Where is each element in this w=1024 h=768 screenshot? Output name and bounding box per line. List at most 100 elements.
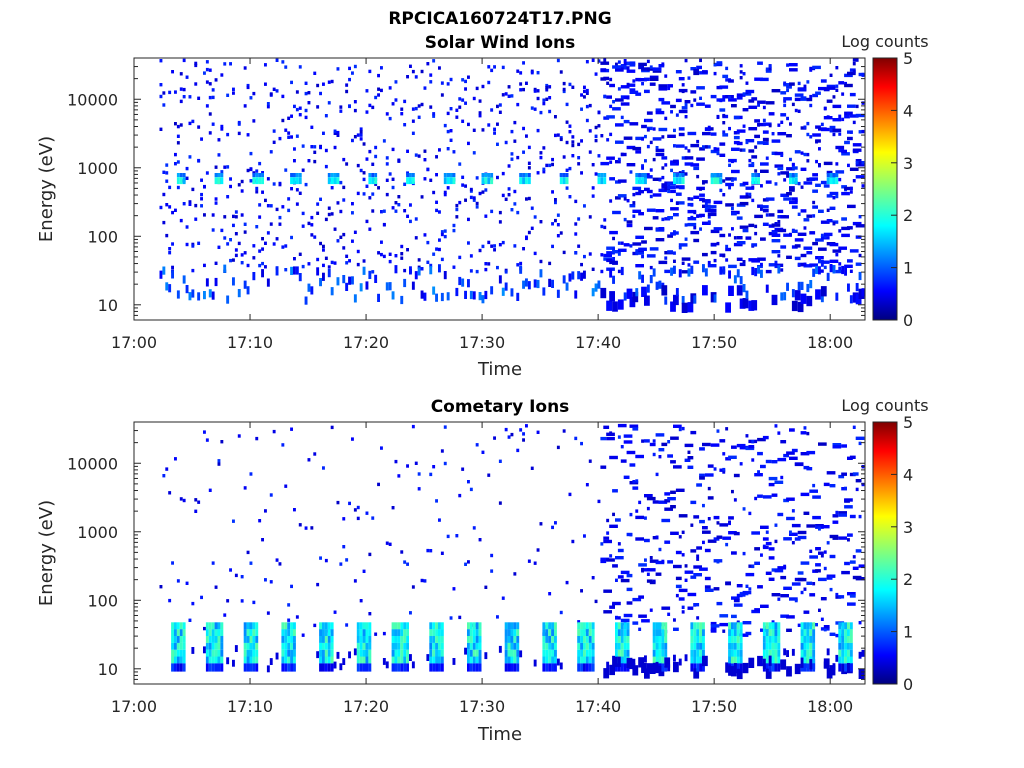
heatmap-cell — [452, 177, 456, 185]
heatmap-cell — [849, 560, 856, 564]
heatmap-cell — [855, 549, 862, 553]
heatmap-cell — [670, 301, 676, 312]
heatmap-cell — [179, 663, 183, 672]
heatmap-cell — [362, 171, 366, 175]
heatmap-cell — [600, 224, 604, 229]
heatmap-cell — [365, 89, 369, 93]
heatmap-cell — [739, 262, 746, 267]
heatmap-cell — [545, 636, 549, 643]
heatmap-cell — [310, 526, 314, 530]
heatmap-cell — [440, 642, 444, 650]
heatmap-cell — [533, 251, 537, 256]
heatmap-cell — [617, 60, 621, 64]
heatmap-cell — [475, 636, 479, 643]
heatmap-cell — [635, 479, 639, 483]
heatmap-cell — [704, 473, 714, 477]
heatmap-cell — [632, 146, 642, 151]
heatmap-cell — [525, 424, 528, 428]
heatmap-cell — [731, 642, 734, 650]
heatmap-cell — [812, 268, 816, 277]
heatmap-cell — [823, 566, 827, 571]
heatmap-cell — [783, 537, 792, 541]
heatmap-cell — [269, 580, 273, 584]
heatmap-cell — [539, 269, 543, 278]
heatmap-cell — [469, 656, 473, 664]
heatmap-cell — [287, 656, 291, 664]
heatmap-cell — [284, 168, 288, 172]
heatmap-cell — [812, 173, 818, 177]
heatmap-cell — [632, 665, 639, 676]
heatmap-cell — [168, 205, 172, 209]
heatmap-cell — [690, 103, 694, 108]
heatmap-cell — [690, 430, 697, 435]
heatmap-cell — [513, 649, 517, 657]
heatmap-cell — [496, 265, 499, 270]
heatmap-cell — [185, 285, 189, 294]
heatmap-cell — [844, 267, 847, 276]
heatmap-cell — [707, 464, 714, 468]
heatmap-cell — [736, 285, 743, 296]
heatmap-cell — [382, 254, 386, 259]
heatmap-cell — [472, 622, 476, 630]
heatmap-cell — [295, 90, 299, 94]
heatmap-cell — [527, 196, 531, 201]
heatmap-cell — [365, 511, 369, 515]
heatmap-cell — [733, 642, 737, 650]
heatmap-cell — [852, 148, 862, 152]
heatmap-cell — [762, 629, 766, 636]
panel-solar-wind: Solar Wind Ions 17:00 17:10 17:20 17:30 17:4… — [36, 32, 929, 380]
heatmap-cell — [832, 95, 836, 99]
heatmap-cell — [736, 649, 740, 657]
heatmap-cell — [327, 663, 331, 672]
heatmap-cell — [786, 282, 789, 291]
heatmap-cell — [391, 206, 395, 210]
heatmap-cell — [652, 69, 662, 73]
heatmap-cell — [397, 642, 401, 650]
heatmap-cell — [214, 642, 218, 650]
heatmap-cell — [847, 642, 850, 650]
heatmap-cell — [217, 663, 221, 672]
heatmap-cell — [757, 257, 766, 261]
heatmap-cell — [583, 89, 586, 94]
heatmap-cell — [638, 595, 644, 599]
heatmap-cell — [690, 215, 694, 220]
heatmap-cell — [258, 161, 262, 166]
heatmap-cell — [623, 59, 627, 63]
heatmap-cell — [438, 66, 441, 70]
heatmap-cell — [771, 663, 775, 672]
heatmap-cell — [841, 656, 845, 664]
heatmap-cell — [211, 656, 215, 664]
heatmap-cell — [765, 663, 769, 672]
heatmap-cell — [362, 177, 366, 182]
heatmap-cell — [783, 97, 792, 101]
heatmap-cell — [841, 649, 845, 657]
heatmap-cell — [397, 159, 401, 163]
heatmap-cell — [783, 648, 787, 656]
heatmap-cell — [809, 489, 818, 493]
heatmap-cell — [243, 486, 247, 490]
heatmap-cell — [243, 642, 247, 650]
heatmap-cell — [664, 116, 668, 121]
heatmap-cell — [652, 642, 656, 650]
heatmap-cell — [246, 85, 250, 90]
heatmap-cell — [693, 238, 700, 243]
heatmap-cell — [229, 258, 232, 263]
heatmap-cell — [420, 102, 424, 107]
heatmap-cell — [179, 173, 183, 178]
heatmap-cell — [293, 104, 296, 109]
heatmap-cell — [536, 171, 540, 175]
heatmap-cell — [240, 599, 244, 603]
heatmap-cell — [803, 663, 807, 672]
heatmap-cell — [702, 649, 705, 657]
heatmap-cell — [458, 255, 462, 260]
heatmap-cell — [783, 103, 787, 108]
heatmap-cell — [600, 253, 604, 257]
heatmap-cell — [806, 214, 813, 218]
heatmap-cell — [272, 129, 276, 133]
heatmap-cell — [414, 236, 418, 240]
heatmap-cell — [293, 159, 296, 163]
heatmap-cell — [841, 149, 847, 154]
heatmap-cell — [681, 257, 691, 261]
heatmap-cell — [559, 610, 563, 615]
heatmap-cell — [472, 656, 476, 664]
